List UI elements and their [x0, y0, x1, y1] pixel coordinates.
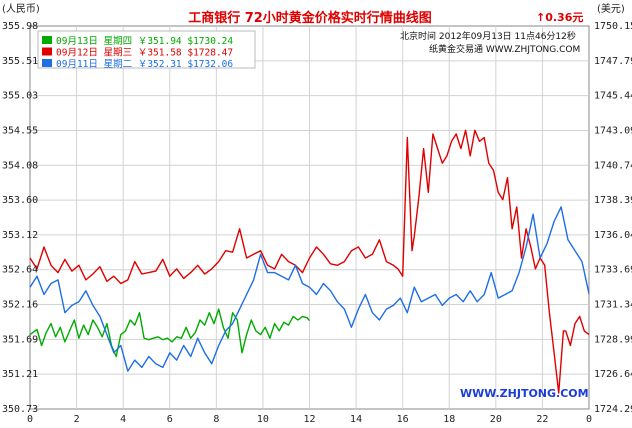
legend-label: 09月11日 星期二 ￥352.31 $1732.06: [56, 59, 233, 70]
x-tick-label: 4: [120, 414, 126, 425]
x-tick-label: 16: [397, 414, 409, 425]
legend-swatch: [42, 36, 52, 44]
legend-swatch: [42, 59, 52, 67]
legend-label: 09月13日 星期四 ￥351.94 $1730.24: [56, 36, 233, 47]
y-tick-label-left: 353.12: [2, 230, 38, 241]
y-tick-label-left: 351.69: [2, 334, 38, 345]
legend-swatch: [42, 47, 52, 56]
x-tick-label: 10: [257, 414, 269, 425]
website-watermark: WWW.ZHJTONG.COM: [460, 387, 589, 400]
source-info: 纸黄金交易通 WWW.ZHJTONG.COM: [429, 43, 580, 55]
timestamp-info: 北京时间 2012年09月13日 11点46分12秒: [400, 30, 576, 42]
y-tick-label-right: 1726.64: [594, 369, 632, 380]
y-tick-label-left: 355.03: [2, 91, 38, 102]
y-tick-label-right: 1728.99: [594, 334, 632, 345]
x-tick-label: 18: [443, 414, 455, 425]
y-tick-label-left: 353.60: [2, 195, 38, 206]
x-tick-label: 14: [350, 414, 362, 425]
x-tick-label: 12: [303, 414, 315, 425]
price-change-label: ↑0.36元: [536, 11, 583, 24]
x-tick-label: 0: [27, 414, 33, 425]
series-line: [29, 308, 311, 358]
y-tick-label-left: 352.64: [2, 265, 38, 276]
y-tick-label-left: 354.08: [2, 160, 38, 171]
y-tick-label-left: 351.21: [2, 369, 38, 380]
left-unit-label: (人民币): [2, 3, 40, 15]
y-tick-label-right: 1724.29: [594, 404, 632, 415]
y-tick-label-right: 1740.74: [594, 160, 632, 171]
x-tick-label: 2: [74, 414, 80, 425]
series-layer: [29, 129, 590, 394]
x-tick-label: 6: [167, 414, 173, 425]
y-tick-label-right: 1731.34: [594, 300, 632, 311]
y-tick-label-right: 1745.44: [594, 91, 632, 102]
legend-label: 09月12日 星期三 ￥351.58 $1728.47: [56, 48, 233, 59]
y-tick-label-left: 355.51: [2, 56, 38, 67]
y-tick-label-left: 354.55: [2, 125, 38, 136]
y-tick-label-right: 1733.69: [594, 265, 632, 276]
y-tick-label-left: 352.16: [2, 300, 38, 311]
grid-lines: [30, 26, 589, 409]
tick-labels: 355.98 1750.15 355.51 1747.79 355.03 1745.44 3…: [2, 21, 632, 425]
series-line: [29, 206, 590, 372]
y-tick-label-left: 350.73: [2, 404, 38, 415]
series-line: [29, 129, 590, 394]
x-tick-label: 8: [213, 414, 219, 425]
y-tick-label-right: 1750.15: [594, 21, 632, 32]
y-tick-label-left: 355.98: [2, 21, 38, 32]
y-tick-label-right: 1743.09: [594, 125, 632, 136]
x-tick-label: 0: [586, 414, 592, 425]
y-tick-label-right: 1747.79: [594, 56, 632, 67]
legend-box: [37, 30, 256, 69]
right-unit-label: (美元): [597, 2, 625, 15]
chart-title: 工商银行 72小时黄金价格实时行情曲线图: [188, 10, 432, 26]
y-tick-label-right: 1738.39: [594, 195, 632, 206]
y-tick-label-right: 1736.04: [594, 230, 632, 241]
x-tick-label: 22: [536, 414, 548, 425]
x-tick-label: 20: [490, 414, 502, 425]
